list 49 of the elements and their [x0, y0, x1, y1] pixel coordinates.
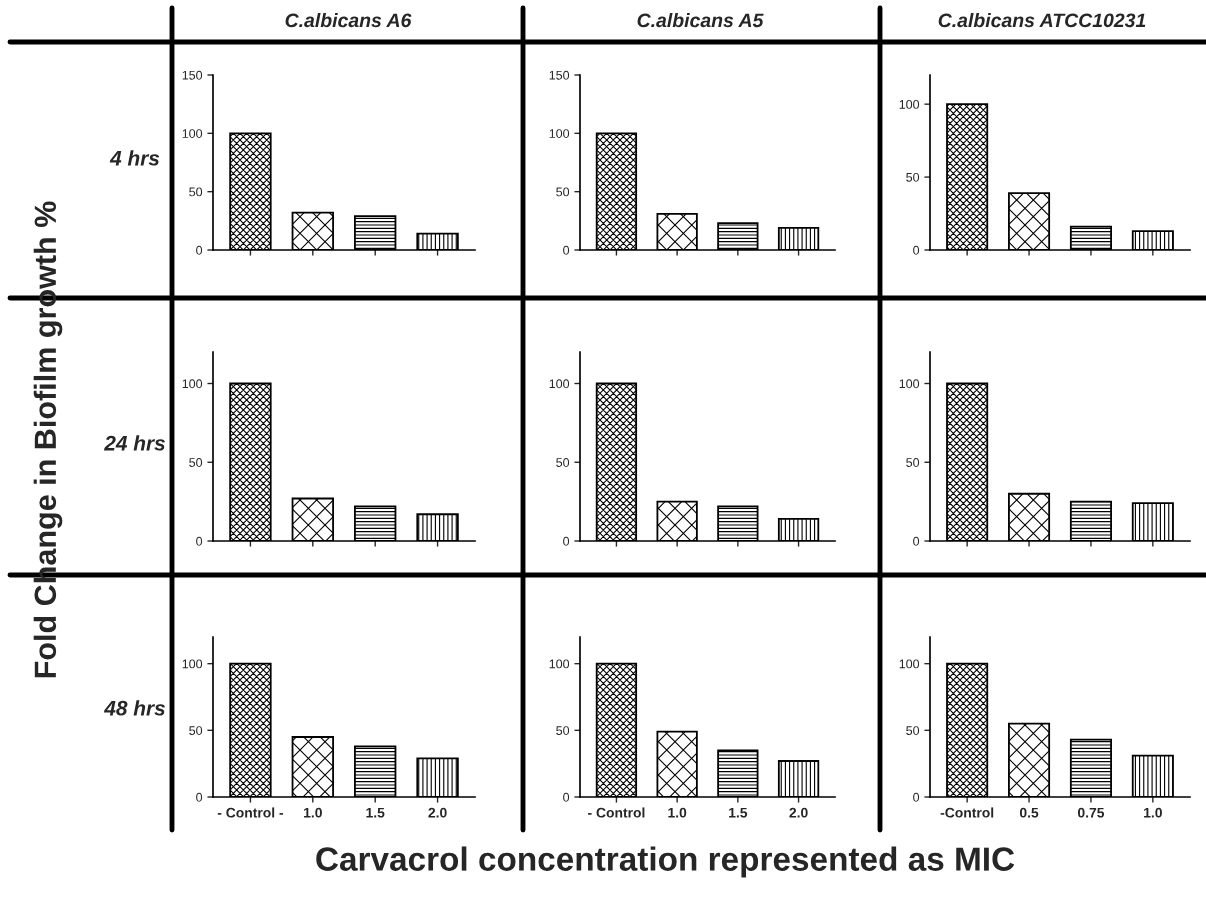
- x-tick-label: 2.0: [428, 807, 447, 818]
- y-tick-label: 50: [906, 458, 920, 467]
- y-tick-label: 100: [899, 379, 920, 389]
- x-tick-label: 0.75: [1077, 807, 1105, 818]
- y-tick-label: 0: [913, 536, 920, 546]
- y-tick-label: 100: [899, 659, 920, 669]
- y-tick-label: 50: [189, 458, 203, 467]
- y-tick-label: 0: [563, 792, 570, 802]
- y-tick-label: 50: [189, 187, 203, 197]
- y-axis-title: 4 hrs: [109, 150, 160, 166]
- x-tick-label: 0.5: [1019, 807, 1039, 818]
- y-tick-label: 100: [549, 129, 570, 138]
- y-tick-label: 150: [549, 70, 570, 80]
- y-tick-label: 100: [182, 129, 203, 138]
- text: Fold Change in Biofilm growth %: [33, 201, 63, 678]
- chart-title: C.albicans ATCC10231: [938, 12, 1146, 28]
- y-tick-label: 50: [189, 726, 203, 735]
- text: Carvacrol concentration represented as MIC: [316, 846, 1015, 878]
- y-axis-title: 48 hrs: [103, 700, 165, 716]
- chart-title: C.albicans A6: [285, 12, 412, 28]
- y-tick-label: 0: [563, 536, 570, 546]
- x-tick-label: 2.0: [789, 807, 808, 818]
- x-tick-label: 1.5: [729, 807, 748, 818]
- y-tick-label: 50: [906, 726, 920, 735]
- y-tick-label: 100: [899, 99, 920, 109]
- y-tick-label: 0: [196, 792, 203, 802]
- y-tick-label: 0: [196, 245, 203, 255]
- y-tick-label: 100: [182, 379, 203, 389]
- y-tick-label: 100: [182, 659, 203, 669]
- y-tick-label: 50: [556, 458, 570, 467]
- x-tick-label: - Control -: [217, 807, 284, 818]
- x-tick-label: -Control: [940, 807, 994, 818]
- y-tick-label: 0: [913, 245, 920, 255]
- y-tick-label: 50: [556, 726, 570, 735]
- y-tick-label: 50: [556, 187, 570, 197]
- y-tick-label: 150: [182, 70, 203, 80]
- y-axis-title: 24 hrs: [103, 435, 165, 451]
- x-tick-label: - Control: [588, 807, 645, 818]
- x-tick-label: 1.0: [1144, 807, 1162, 818]
- chart-title: C.albicans A5: [637, 12, 764, 28]
- y-tick-label: 0: [196, 536, 203, 546]
- y-tick-label: 0: [563, 245, 570, 255]
- x-tick-label: 1.0: [304, 807, 322, 818]
- y-tick-label: 100: [549, 379, 570, 389]
- y-tick-label: 50: [906, 172, 920, 182]
- y-tick-label: 0: [913, 792, 920, 802]
- x-tick-label: 1.5: [366, 807, 385, 818]
- y-tick-label: 100: [549, 659, 570, 669]
- x-tick-label: 1.0: [668, 807, 687, 818]
